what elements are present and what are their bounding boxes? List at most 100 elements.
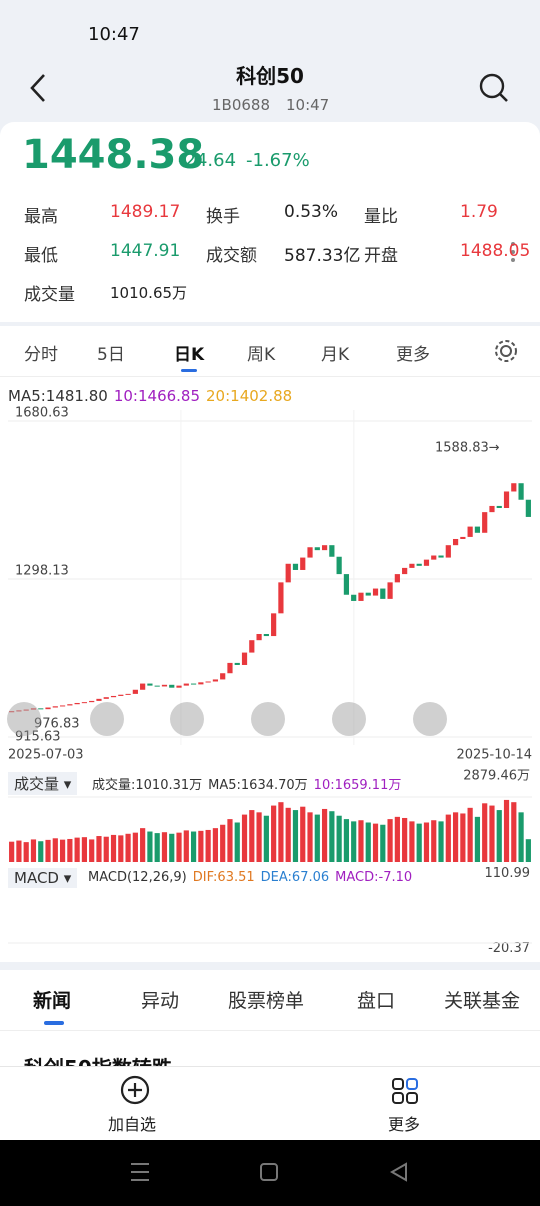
news-tab[interactable]: 异动 — [141, 990, 180, 1012]
volume-bar — [161, 832, 168, 862]
chart-control[interactable] — [251, 702, 285, 736]
time: 10:47 — [286, 96, 330, 114]
chart-control[interactable] — [170, 702, 204, 736]
news-tab[interactable]: 盘口 — [357, 990, 396, 1012]
macd-legend-item: DEA:67.06 — [260, 870, 330, 885]
volume-bar — [321, 808, 328, 862]
volume-bar — [278, 802, 284, 862]
volume-bar — [525, 839, 531, 862]
stat-value: 0.53% — [284, 202, 339, 222]
macd-legend-item: DIF:63.51 — [192, 870, 255, 885]
candle — [74, 702, 80, 705]
period-tab[interactable]: 分时 — [24, 345, 58, 365]
period-tab[interactable]: 周K — [247, 345, 276, 365]
candle — [343, 574, 350, 595]
chart-control[interactable] — [413, 702, 447, 736]
change-pct: -1.67% — [246, 150, 310, 171]
settings-button[interactable] — [493, 338, 519, 364]
news-tab[interactable]: 新闻 — [33, 990, 72, 1012]
candle — [452, 538, 459, 546]
volume-bar — [394, 816, 400, 862]
period-tab[interactable]: 更多 — [396, 345, 430, 365]
volume-bar — [314, 814, 320, 862]
candle — [183, 683, 189, 686]
chart-control[interactable] — [332, 702, 366, 736]
candle — [249, 640, 255, 653]
ma-value: MA5:1481.80 — [8, 387, 108, 405]
volume-bar — [511, 802, 517, 862]
macd-label-text: MACD — [14, 869, 59, 887]
y-tick-label: 1680.63 — [15, 406, 69, 421]
nav-bar — [0, 1140, 540, 1206]
macd-label[interactable]: MACD ▾ — [8, 868, 78, 888]
candle — [431, 555, 437, 560]
news-tab[interactable]: 股票榜单 — [228, 990, 305, 1012]
volume-bar — [16, 840, 22, 862]
candle — [321, 545, 328, 551]
ma-value: 10:1466.85 — [113, 387, 201, 405]
add-icon[interactable] — [119, 1074, 151, 1106]
candle — [154, 685, 160, 687]
more-dots[interactable] — [508, 240, 518, 266]
search-button[interactable] — [478, 72, 510, 104]
candle — [467, 526, 473, 537]
chart-control[interactable] — [7, 702, 41, 736]
ma-value: 20:1402.88 — [206, 387, 293, 405]
volume-bar — [285, 807, 291, 862]
candle — [300, 557, 306, 570]
stat-label: 量比 — [364, 207, 398, 227]
volume-bar — [271, 805, 277, 862]
volume-legend-item: MA5:1634.70万 — [208, 778, 308, 793]
candle — [89, 700, 95, 703]
candle — [81, 702, 88, 704]
volume-label[interactable]: 成交量 ▾ — [8, 772, 78, 795]
x-end: 2025-10-14 — [456, 748, 532, 763]
volume-bar — [103, 836, 109, 862]
volume-bar — [467, 807, 473, 862]
volume-bar — [380, 824, 386, 862]
candle — [67, 704, 73, 706]
stat-label: 换手 — [206, 207, 240, 227]
volume-bar — [212, 828, 219, 862]
volume-bar — [52, 838, 58, 862]
add-watch[interactable]: 加自选 — [108, 1115, 157, 1134]
stat-label: 开盘 — [364, 246, 398, 266]
candle — [394, 574, 400, 583]
period-tab[interactable]: 日K — [174, 345, 205, 365]
candle — [23, 709, 29, 711]
candle — [45, 707, 51, 710]
candle — [205, 681, 211, 683]
candle — [292, 563, 299, 570]
volume-bar — [402, 817, 408, 862]
tab-indicator — [44, 1021, 64, 1025]
volume-bar — [372, 823, 379, 862]
macd-legend: MACD(12,26,9) DIF:63.51 DEA:67.06 MACD:-7.1… — [88, 870, 418, 885]
candle — [460, 536, 466, 539]
volume-bar — [118, 835, 124, 862]
candle — [285, 563, 291, 583]
stat-value: 1489.17 — [110, 202, 181, 222]
stat-label: 成交量 — [24, 285, 75, 305]
title: 科创50 — [236, 64, 304, 88]
candle — [16, 710, 22, 712]
candle — [329, 545, 335, 557]
stat-value: 1488.05 — [460, 241, 531, 261]
candle — [445, 545, 451, 558]
candle — [474, 526, 481, 533]
volume-bar — [351, 821, 357, 862]
volume-bar — [343, 819, 350, 862]
more[interactable]: 更多 — [388, 1115, 421, 1134]
news-tab[interactable]: 关联基金 — [444, 990, 521, 1012]
chart-control[interactable] — [90, 702, 124, 736]
top-area — [0, 0, 540, 122]
status-time: 10:47 — [88, 24, 140, 45]
volume-bar — [198, 830, 204, 862]
period-tab[interactable]: 5日 — [97, 345, 125, 365]
candle — [96, 698, 102, 701]
volume-bar — [30, 839, 37, 862]
back-button[interactable] — [28, 72, 48, 104]
more-icon[interactable] — [390, 1076, 420, 1106]
period-tab[interactable]: 月K — [321, 345, 350, 365]
nav-icons[interactable] — [0, 1140, 540, 1206]
high-label: 1588.83→ — [435, 441, 500, 456]
